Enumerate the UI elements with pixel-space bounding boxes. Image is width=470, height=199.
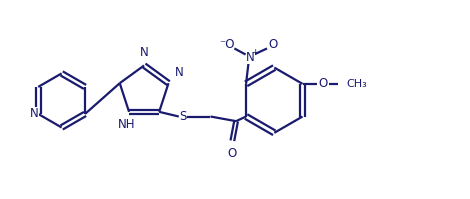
Text: N: N — [30, 107, 39, 120]
Text: +: + — [251, 48, 258, 57]
Text: O: O — [319, 77, 328, 90]
Text: N: N — [140, 46, 149, 60]
Text: N: N — [246, 51, 255, 64]
Text: O: O — [228, 147, 237, 160]
Text: ⁻O: ⁻O — [219, 38, 234, 51]
Text: O: O — [268, 38, 278, 51]
Text: NH: NH — [118, 118, 135, 131]
Text: S: S — [179, 110, 186, 123]
Text: CH₃: CH₃ — [346, 79, 367, 89]
Text: N: N — [174, 65, 183, 79]
